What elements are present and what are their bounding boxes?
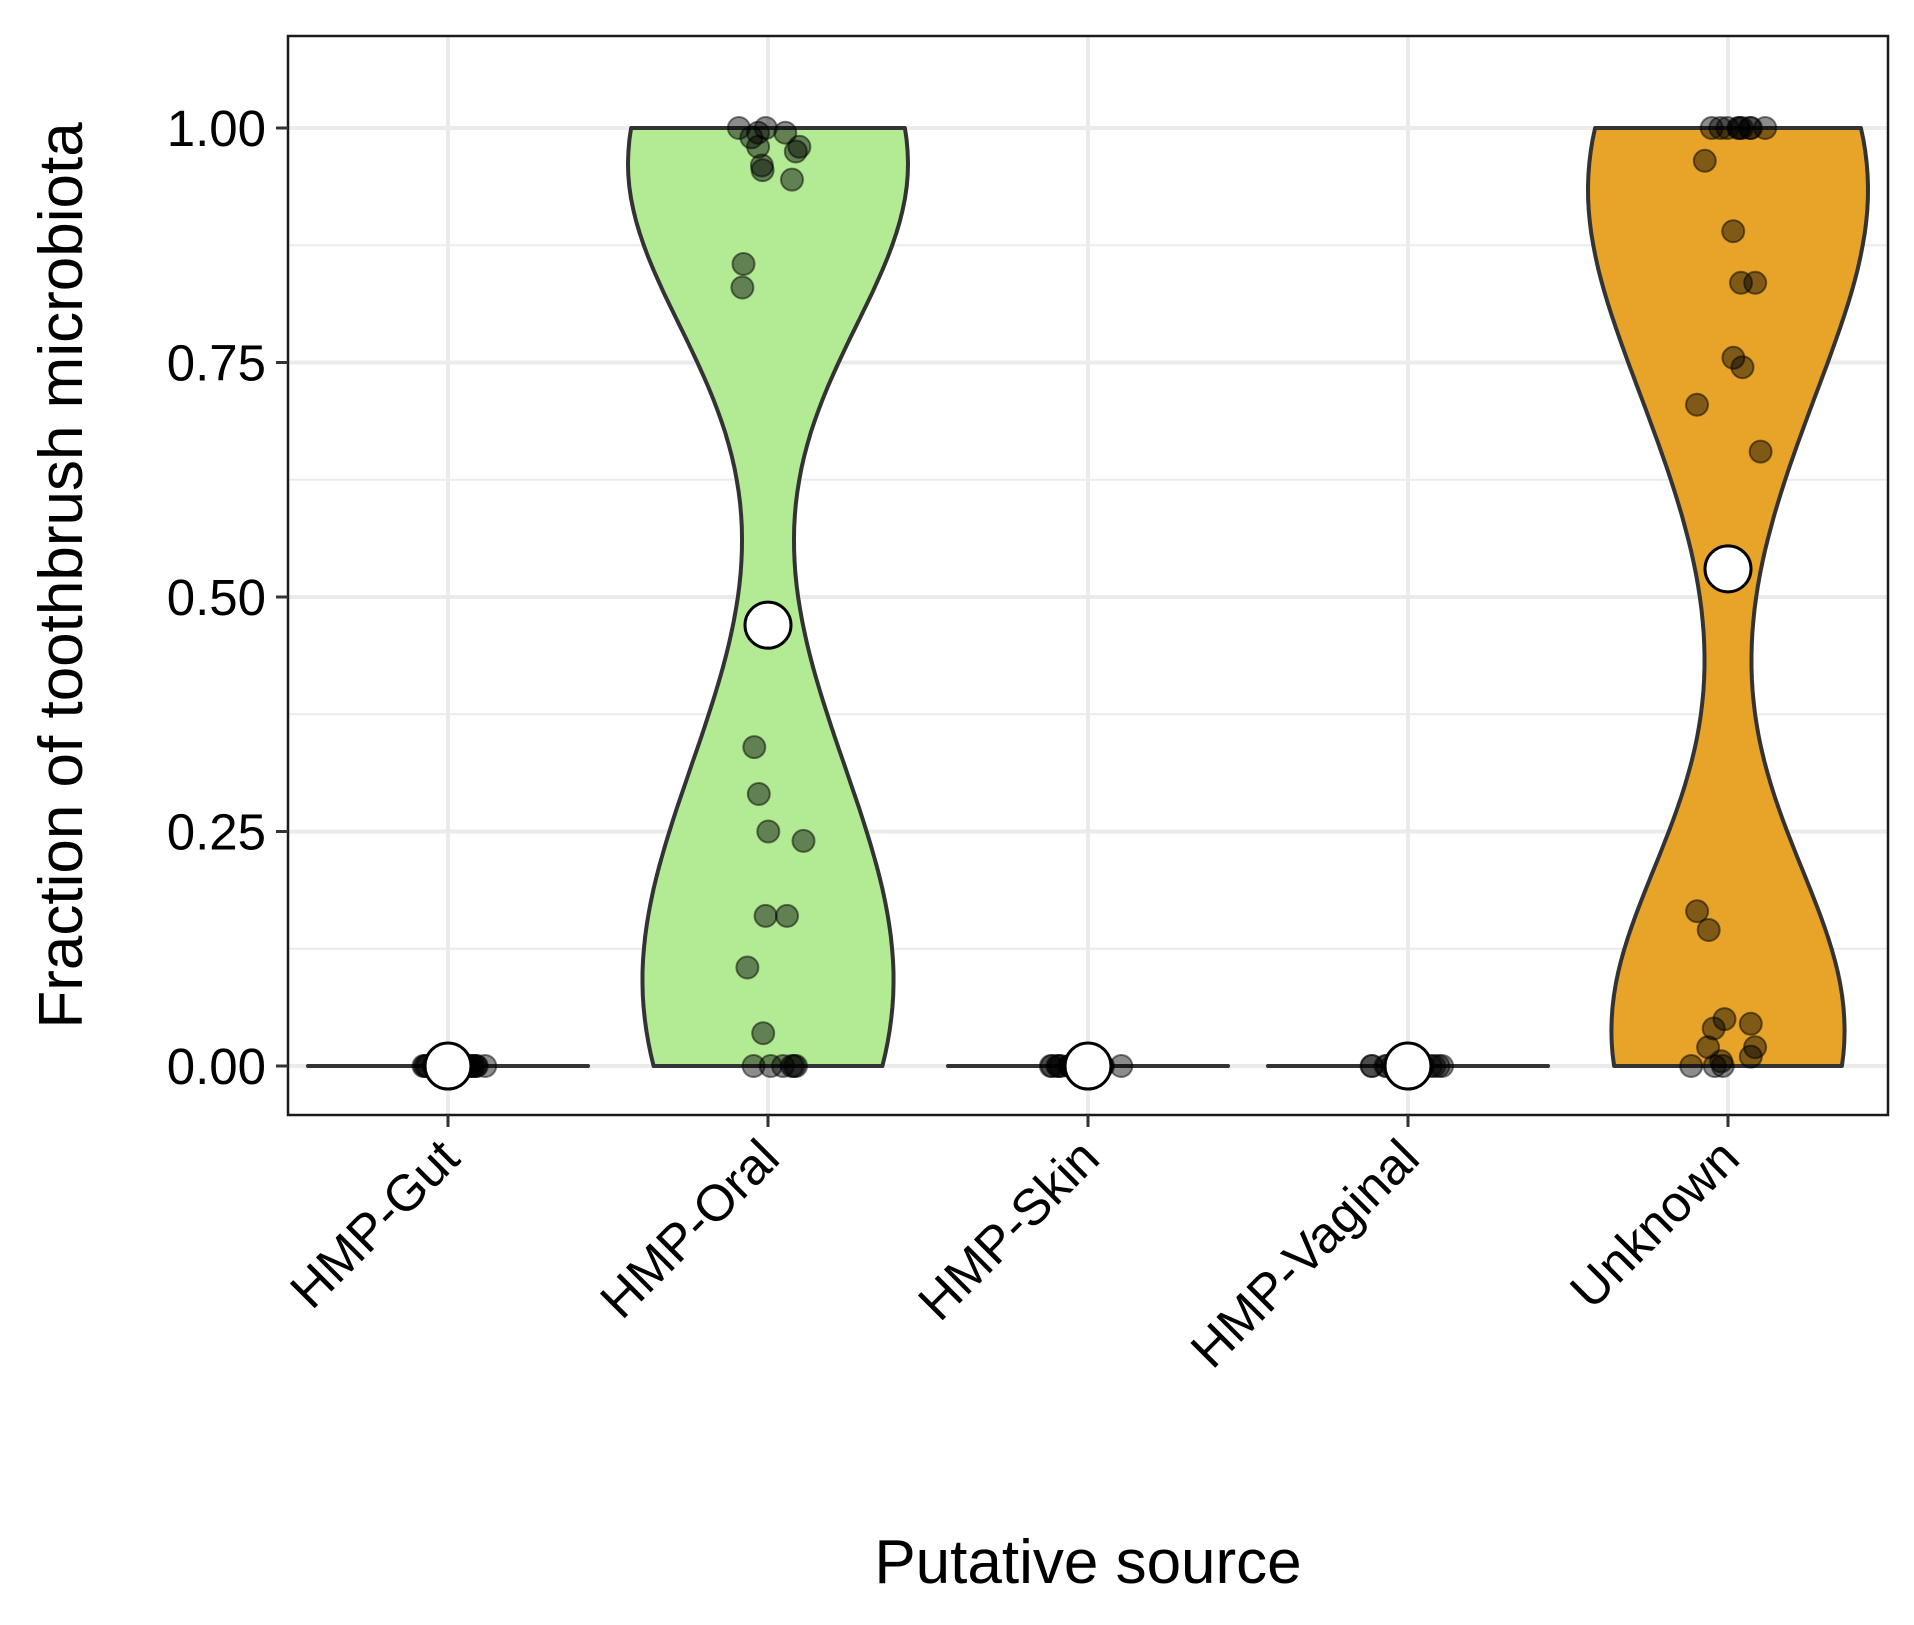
mean-marker: [743, 600, 793, 650]
data-point: [1038, 1054, 1063, 1078]
data-point: [1738, 1011, 1763, 1036]
violin-Unknown: [1586, 126, 1870, 1068]
data-point: [741, 1054, 766, 1078]
data-point: [1696, 918, 1721, 942]
data-point: [753, 903, 778, 928]
data-point: [1679, 1054, 1704, 1078]
y-axis-title: Fraction of toothbrush microbiota: [27, 122, 96, 1029]
data-point: [1685, 899, 1710, 924]
y-tick-label: 0.75: [167, 335, 266, 392]
data-point: [783, 139, 808, 164]
data-point: [731, 252, 756, 276]
data-point: [750, 158, 775, 183]
data-point: [1748, 439, 1773, 464]
y-tick-label: 1.00: [167, 100, 266, 157]
violin-HMP-Oral: [626, 126, 910, 1068]
data-point: [756, 819, 781, 844]
data-point: [1702, 1054, 1727, 1078]
data-point: [1721, 345, 1746, 370]
data-point: [735, 955, 760, 980]
data-point: [1753, 116, 1778, 140]
violins: [306, 126, 1870, 1068]
data-point: [746, 782, 771, 806]
mean-marker: [423, 1041, 473, 1091]
data-point: [1710, 1054, 1735, 1078]
mean-marker: [1703, 544, 1753, 594]
data-point: [1359, 1054, 1384, 1078]
data-point: [758, 1054, 783, 1078]
x-axis-title: Putative source: [874, 1528, 1301, 1597]
data-point: [751, 1021, 776, 1046]
data-point: [746, 134, 771, 159]
mean-markers: [423, 544, 1753, 1091]
data-point: [1685, 392, 1709, 417]
data-point: [1109, 1054, 1134, 1078]
data-point: [771, 1054, 795, 1078]
data-point: [1715, 116, 1740, 140]
data-point: [1721, 219, 1746, 244]
mean-marker: [1063, 1041, 1113, 1091]
data-point: [780, 167, 804, 192]
data-point: [742, 735, 767, 760]
data-point: [1701, 1016, 1726, 1041]
data-point: [791, 828, 816, 853]
data-point: [775, 903, 799, 928]
y-tick-label: 0.50: [167, 569, 266, 626]
data-point: [773, 120, 798, 145]
y-tick-label: 0.00: [167, 1038, 266, 1095]
y-tick-label: 0.25: [167, 804, 266, 861]
data-point: [726, 116, 751, 140]
data-point: [1692, 148, 1717, 173]
data-point: [730, 275, 755, 300]
data-point: [1730, 355, 1755, 380]
data-point: [1743, 270, 1768, 295]
data-point: [1738, 1044, 1763, 1069]
mean-marker: [1383, 1041, 1433, 1091]
